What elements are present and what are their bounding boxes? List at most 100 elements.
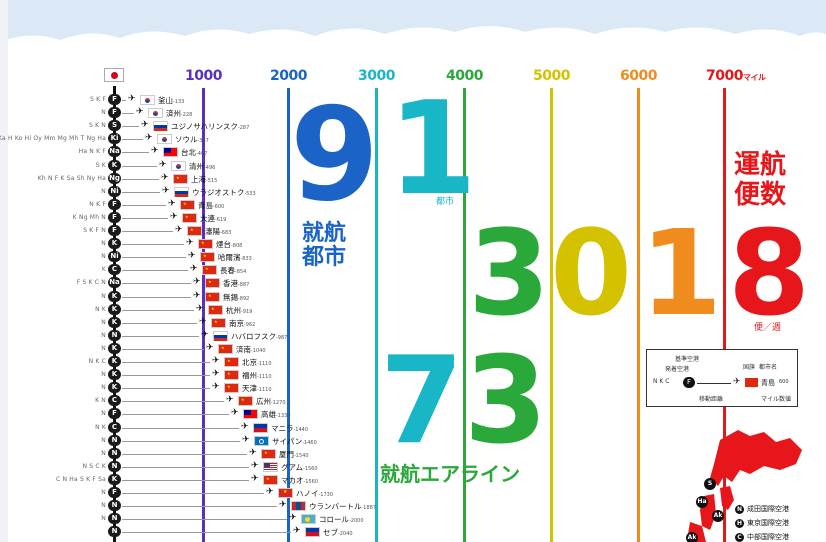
route-row: N K ✈ ★ 南京-962 [0, 317, 826, 329]
destination-city: 煙台-808 [216, 239, 242, 250]
country-flag-tw [163, 147, 178, 157]
departure-airports: N [101, 371, 106, 378]
departure-airports: K Ng Mh N [72, 214, 106, 221]
base-airport-badge: Ni [108, 251, 121, 262]
airplane-icon: ✈ [141, 120, 149, 130]
city-name: 無錫 [223, 293, 238, 302]
airlines-unit: 社 [478, 426, 488, 436]
legend-miles-label: マイル数値 [761, 396, 792, 403]
airplane-icon: ✈ [199, 317, 207, 327]
legend-example-airports: N K C [653, 378, 670, 385]
country-flag-ru [213, 331, 228, 341]
airport-code-badge: H [735, 519, 744, 528]
route-row: S K K ✈ 清州-496 [0, 160, 826, 172]
route-row: N Ni ✈ ウラジオストク-533 [0, 186, 826, 198]
route-line [122, 192, 160, 193]
country-flag-cn: ★ [205, 278, 220, 288]
airplane-icon: ✈ [193, 291, 201, 301]
flights-count-1: 1 [640, 204, 723, 342]
route-line [122, 375, 210, 376]
airport-name: 中部国際空港 [747, 533, 789, 541]
route-line [122, 231, 173, 232]
airlines-count-7: 7 [380, 332, 464, 471]
base-airport-badge: F [108, 94, 121, 105]
country-flag-cn: ★ [173, 174, 188, 184]
country-flag-ru [174, 187, 189, 197]
city-distance: -808 [231, 243, 243, 249]
city-distance: -133 [173, 99, 185, 105]
country-flag-cn: ★ [182, 213, 197, 223]
destination-city: ウランバートル-1887 [309, 501, 376, 512]
legend-city-name: 都市名 [759, 364, 778, 371]
base-airport-badge: K [108, 238, 121, 249]
route-row: Aj Ha Sk N Ki Ka H Ko Hi Oy Mm Mg Mh T N… [0, 133, 826, 145]
route-row: N F ✈ ★ ハノイ-1730 [0, 487, 826, 499]
axis-label-5000: 5000 [533, 68, 570, 84]
axis-label-6000: 6000 [620, 68, 657, 84]
country-flag-cn: ★ [224, 383, 239, 393]
departure-airports: N K [95, 424, 106, 431]
city-distance: -1270 [271, 400, 286, 406]
map-airport-marker: S [704, 478, 716, 490]
airplane-icon: ✈ [186, 238, 194, 248]
city-name: ハバロフスク [231, 332, 276, 341]
base-airport-badge: Ng [108, 173, 121, 184]
route-row: N K ✈ ★ 福州-1110 [0, 369, 826, 381]
airplane-icon: ✈ [231, 408, 239, 418]
departure-airports: N [101, 293, 106, 300]
cloud-header [0, 0, 826, 70]
airplane-icon: ✈ [251, 461, 259, 471]
destination-city: セブ-2040 [323, 527, 353, 538]
airplane-icon: ✈ [188, 251, 196, 261]
axis-label-7000: 7000マイル [706, 68, 766, 84]
legend-example-badge: F [683, 377, 695, 388]
route-row: N K F F ✈ ★ 青島-600 [0, 199, 826, 211]
city-name: 済州 [166, 109, 181, 118]
flights-unit: 便／週 [754, 323, 782, 333]
route-row: N K C ✈ マニラ-1440 [0, 422, 826, 434]
city-name: コロール [319, 515, 349, 524]
airplane-icon: ✈ [289, 513, 297, 523]
airplane-icon: ✈ [249, 448, 257, 458]
departure-airports: N [101, 109, 106, 116]
country-flag-cn: ★ [200, 252, 215, 262]
route-line [122, 506, 277, 507]
departure-airports: N K [95, 306, 106, 313]
city-distance: -287 [237, 125, 250, 131]
destination-city: コロール-2000 [319, 514, 364, 525]
city-distance: -1440 [293, 427, 309, 433]
city-distance: -2040 [338, 531, 353, 537]
city-distance: -1040 [251, 348, 266, 354]
route-line [122, 401, 224, 402]
city-distance: -515 [206, 178, 218, 184]
route-row: S K F N F ✈ ★ 瀋陽-683 [0, 225, 826, 237]
city-distance: -1110 [257, 387, 272, 393]
base-airport-badge: N [108, 330, 121, 341]
country-flag-mp [254, 436, 269, 446]
city-distance: -1330 [276, 413, 291, 419]
airplane-icon: ✈ [145, 133, 153, 143]
country-flag-cn: ★ [205, 292, 220, 302]
gridline-3000 [375, 88, 378, 542]
city-distance: -2000 [349, 518, 364, 524]
legend-example-dist: 600 [779, 379, 789, 385]
city-distance: -1730 [318, 492, 334, 498]
city-name: ハノイ [296, 489, 319, 498]
map-airport-marker: Ak [686, 532, 698, 542]
route-line [122, 349, 204, 350]
base-airport-badge: Na [108, 277, 121, 288]
route-row: S K N S ✈ ユジノサハリンスク-287 [0, 120, 826, 132]
city-name: 清州 [189, 162, 204, 171]
gridline-4000 [463, 88, 466, 542]
departure-airports: K N [95, 397, 106, 404]
route-row: N F ✈ 高雄-1330 [0, 408, 826, 420]
country-flag-kr [140, 95, 155, 105]
legend-arrow-line [697, 383, 731, 384]
departure-airports: K [101, 266, 106, 273]
route-row: S K F F ✈ 釜山-133 [0, 94, 826, 106]
airplane-icon: ✈ [175, 225, 183, 235]
country-flag-kr [148, 108, 163, 118]
route-line [122, 493, 264, 494]
departure-airports: Aj Ha Sk N Ki Ka H Ko Hi Oy Mm Mg Mh T N… [0, 135, 106, 142]
base-airport-badge: N [108, 435, 121, 446]
